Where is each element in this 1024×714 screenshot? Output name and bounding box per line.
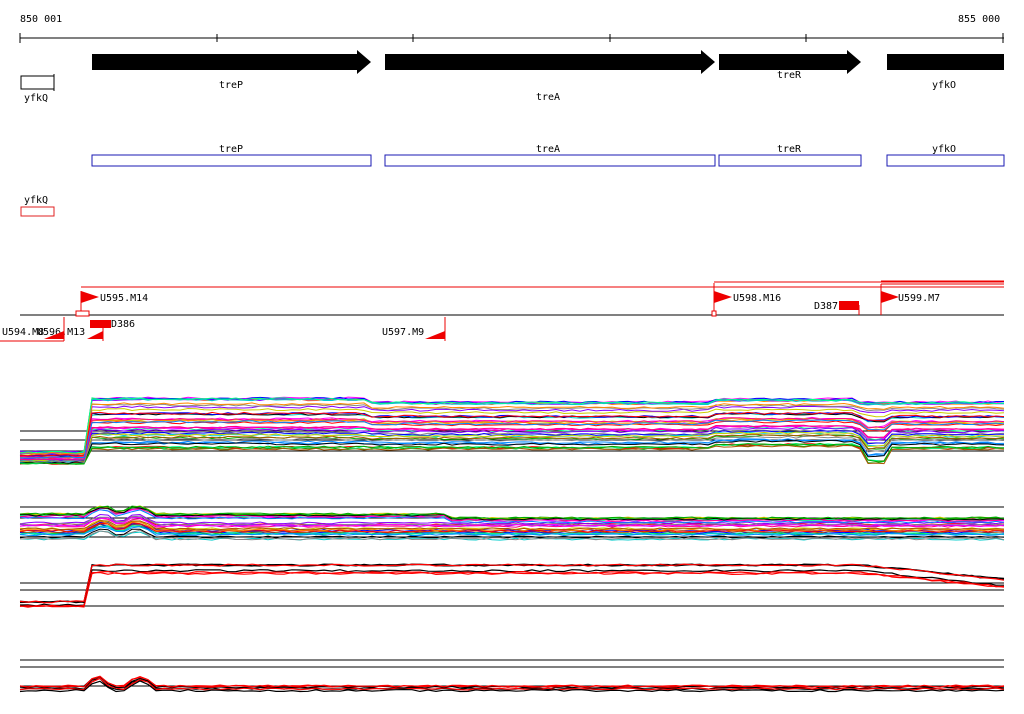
expression-trace [19, 523, 1005, 534]
gene-track [20, 50, 1004, 91]
marker-D387[interactable] [839, 301, 859, 310]
coord-start-label: 850 001 [20, 14, 63, 25]
coordinate-ruler [19, 33, 1004, 43]
expression-trace [20, 438, 1005, 464]
marker-flag-U598-M16[interactable] [714, 291, 732, 303]
marker-flag-U595-M14[interactable] [81, 291, 99, 303]
expression-trace [19, 442, 1005, 465]
expression-trace [19, 569, 1004, 607]
expression-trace [19, 509, 1005, 524]
gene-yfkQ[interactable] [20, 75, 55, 90]
marker-label-U595-M14[interactable]: U595.M14 [100, 293, 149, 304]
marker-flag-U599-M7[interactable] [881, 291, 899, 303]
expression-trace [19, 439, 1005, 465]
marker-D386[interactable] [90, 320, 111, 328]
expression-trace [19, 434, 1005, 463]
gene-label-yfkQ: yfkQ [24, 93, 49, 104]
expression-trace [19, 526, 1005, 537]
marker-label-U598-M16[interactable]: U598.M16 [733, 293, 782, 304]
expression-trace [19, 424, 1005, 461]
expression-trace [19, 405, 1005, 456]
transcript-yfkQ[interactable] [20, 206, 55, 217]
gene-label-yfkO: yfkO [932, 80, 957, 91]
expression-trace [19, 419, 1005, 459]
marker-label-U597-M9[interactable]: U597.M9 [382, 327, 425, 338]
expression-trace [19, 412, 1005, 458]
marker-label-D386[interactable]: D386 [111, 319, 136, 330]
expression-trace [19, 513, 1005, 525]
expression-trace [19, 570, 1005, 608]
expression-trace [19, 506, 1005, 521]
expression-trace [19, 525, 1005, 536]
expression-trace [19, 515, 1005, 526]
transcript-label-yfkQ: yfkQ [24, 195, 49, 206]
gene-treR[interactable] [719, 50, 861, 74]
expression-trace [19, 417, 1005, 459]
transcript-treR[interactable] [718, 154, 862, 167]
gene-yfkO[interactable] [887, 54, 1004, 70]
expression-trace [19, 444, 1005, 465]
expression-trace [19, 677, 1005, 691]
expression-panel-4 [19, 659, 1005, 693]
marker-label-D387[interactable]: D387 [814, 301, 839, 312]
expression-trace [19, 505, 1005, 520]
expression-trace [19, 403, 1005, 456]
expression-trace [19, 680, 1005, 693]
expression-panel-3 [19, 563, 1005, 608]
coord-end-label: 855 000 [958, 14, 1001, 25]
transcript-label-treP: treP [219, 144, 244, 155]
transcript-label-treA: treA [536, 144, 561, 155]
expression-trace [19, 443, 1005, 465]
expression-trace [19, 411, 1005, 457]
expression-trace [19, 429, 1005, 462]
expression-trace [19, 522, 1005, 533]
gene-label-treP: treP [219, 80, 244, 91]
transcript-label-treR: treR [777, 144, 802, 155]
transcript-label-yfkO: yfkO [932, 144, 957, 155]
expression-trace [19, 407, 1005, 457]
expression-trace [19, 397, 1005, 454]
expression-trace [19, 675, 1005, 688]
gene-label-treA: treA [536, 92, 561, 103]
gene-treP[interactable] [92, 50, 371, 74]
marker-track [0, 280, 1004, 342]
transcript-track [20, 154, 1005, 217]
expression-trace [19, 529, 1005, 541]
expression-panel-1 [19, 396, 1005, 465]
expression-trace [19, 563, 1005, 604]
expression-trace [19, 420, 1005, 459]
gene-label-treR: treR [777, 70, 802, 81]
transcript-treP[interactable] [91, 154, 372, 167]
expression-trace [19, 433, 1005, 463]
gene-treA[interactable] [385, 50, 715, 74]
expression-trace [19, 677, 1005, 691]
expression-trace [19, 517, 1005, 528]
expression-trace [19, 402, 1005, 455]
expression-trace [19, 435, 1005, 463]
marker-label-U599-M7[interactable]: U599.M7 [898, 293, 941, 304]
expression-trace [19, 520, 1005, 531]
expression-trace [19, 427, 1005, 461]
expression-trace [19, 528, 1005, 539]
transcript-treA[interactable] [384, 154, 716, 167]
marker-label-U594-M8[interactable]: U594.M8 [2, 327, 45, 338]
transcript-yfkO[interactable] [886, 154, 1005, 167]
expression-panel-2 [19, 505, 1005, 541]
expression-trace [19, 431, 1005, 462]
